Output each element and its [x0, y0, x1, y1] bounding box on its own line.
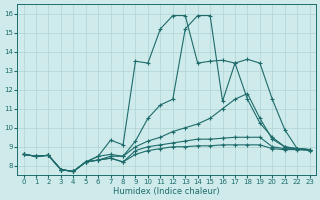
- X-axis label: Humidex (Indice chaleur): Humidex (Indice chaleur): [113, 187, 220, 196]
